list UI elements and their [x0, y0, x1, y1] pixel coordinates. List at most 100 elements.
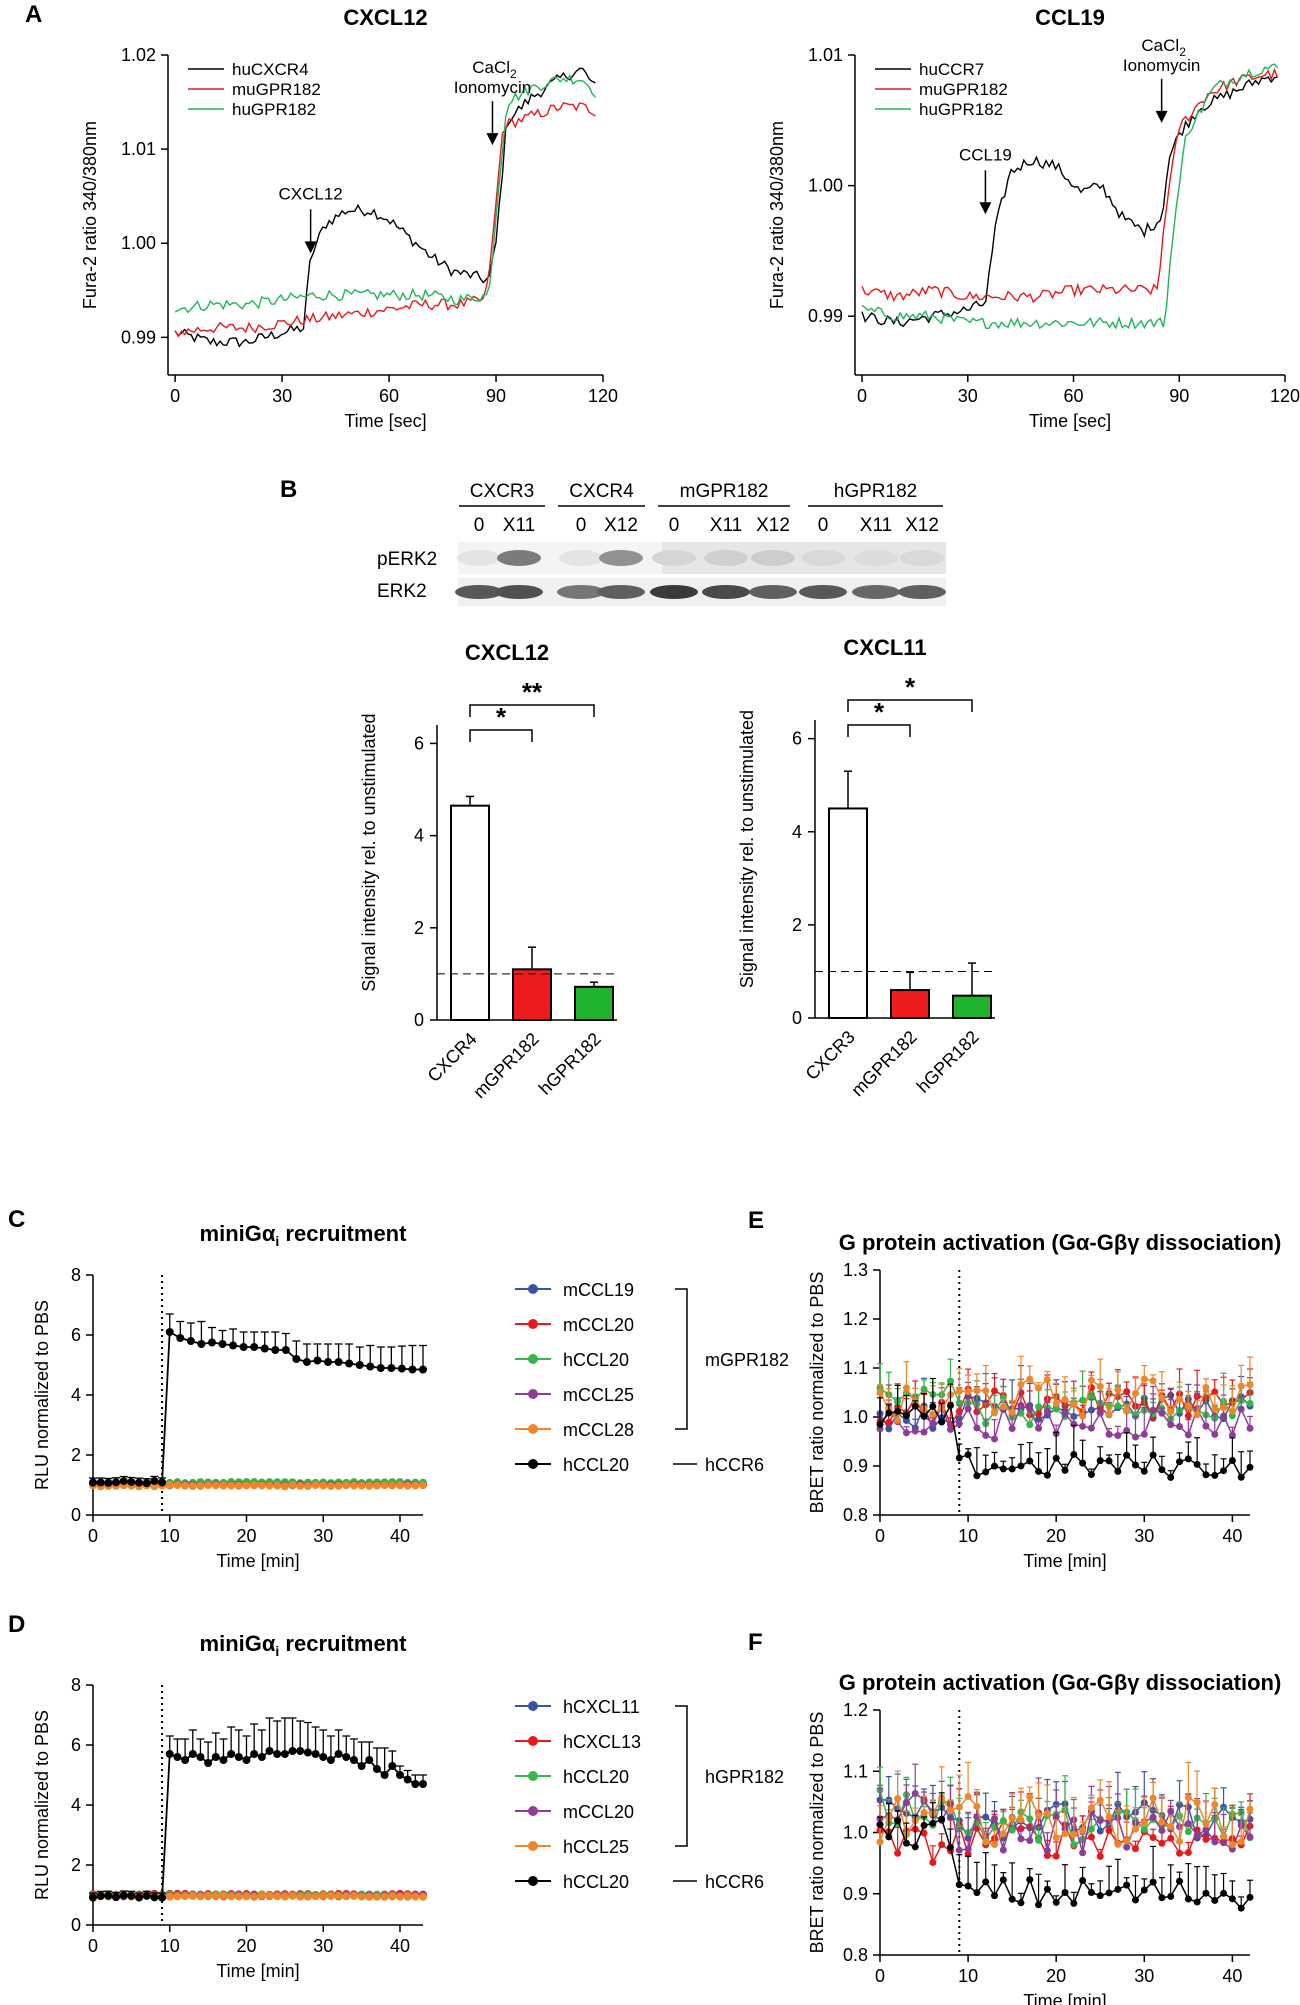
data-point: [955, 1387, 963, 1395]
data-point: [1246, 1805, 1254, 1813]
x-tick-label: 30: [313, 1526, 333, 1546]
y-tick-label: 0: [414, 1010, 424, 1030]
data-point: [1052, 1399, 1060, 1407]
data-point: [419, 1481, 427, 1490]
data-point: [250, 1481, 259, 1490]
x-tick-label: 0: [170, 386, 180, 406]
data-point: [242, 1892, 251, 1901]
data-point: [349, 1891, 358, 1900]
data-point: [1131, 1389, 1139, 1397]
data-point: [1237, 1838, 1245, 1846]
data-point: [991, 1462, 999, 1470]
chart-title: miniGαi recruitment: [200, 1631, 408, 1659]
data-point: [902, 1799, 910, 1807]
data-point: [181, 1892, 190, 1901]
y-tick-label: 1.0: [843, 1823, 868, 1843]
data-point: [973, 1802, 981, 1810]
legend-label: huGPR182: [232, 100, 316, 119]
data-point: [964, 1387, 972, 1395]
data-point: [1123, 1837, 1131, 1845]
y-tick-label: 0: [71, 1505, 81, 1525]
data-point: [929, 1819, 937, 1827]
data-point: [1087, 1376, 1095, 1384]
legend-swatch-dot: [528, 1736, 538, 1746]
data-point: [1220, 1839, 1228, 1847]
data-point: [911, 1427, 919, 1435]
data-point: [1246, 1381, 1254, 1389]
data-point: [127, 1891, 136, 1900]
legend-label: hCCL20: [563, 1350, 629, 1370]
legend-label: mCCL28: [563, 1420, 634, 1440]
data-point: [1017, 1462, 1025, 1470]
data-point: [964, 1451, 972, 1459]
data-point: [176, 1334, 185, 1342]
data-point: [181, 1481, 190, 1490]
data-point: [355, 1361, 364, 1369]
blot-band-ERK: [749, 585, 797, 599]
chart-title: G protein activation (Gα-Gβγ dissociatio…: [839, 1670, 1282, 1695]
data-point: [902, 1384, 910, 1392]
data-point: [1193, 1831, 1201, 1839]
blot-band-pERK: [751, 550, 795, 566]
data-point: [104, 1478, 113, 1487]
legend-group-label: hCCR6: [705, 1455, 764, 1475]
data-point: [242, 1756, 251, 1764]
data-point: [334, 1358, 343, 1366]
legend-swatch-dot: [528, 1424, 538, 1434]
data-point: [1211, 1405, 1219, 1413]
data-point: [173, 1481, 182, 1490]
data-point: [1105, 1827, 1113, 1835]
data-point: [911, 1402, 919, 1410]
data-point: [1070, 1841, 1078, 1849]
data-point: [946, 1425, 954, 1433]
data-point: [999, 1403, 1007, 1411]
data-point: [894, 1407, 902, 1415]
data-point: [303, 1748, 312, 1757]
data-point: [357, 1892, 366, 1901]
data-point: [1237, 1405, 1245, 1413]
data-point: [1176, 1395, 1184, 1403]
blot-lane-label: X12: [756, 515, 790, 536]
data-point: [1035, 1811, 1043, 1819]
significance-label: *: [905, 672, 916, 702]
y-tick-label: 1.01: [121, 139, 156, 159]
y-tick-label: 0.99: [121, 327, 156, 347]
data-point: [319, 1753, 328, 1761]
data-point: [1167, 1892, 1175, 1900]
data-point: [1035, 1901, 1043, 1909]
data-point: [1237, 1382, 1245, 1390]
data-point: [365, 1892, 374, 1901]
data-point: [303, 1892, 312, 1901]
data-point: [1167, 1823, 1175, 1831]
data-point: [1087, 1889, 1095, 1897]
data-point: [1184, 1794, 1192, 1802]
x-tick-label: 20: [1046, 1526, 1066, 1546]
data-point: [288, 1891, 297, 1900]
legend-swatch-dot: [528, 1876, 538, 1886]
data-point: [1228, 1457, 1236, 1465]
x-tick-label: 40: [390, 1526, 410, 1546]
data-point: [219, 1891, 228, 1900]
legend-swatch-dot: [528, 1841, 538, 1851]
data-point: [929, 1419, 937, 1427]
data-point: [991, 1387, 999, 1395]
x-tick-label: mGPR182: [469, 1029, 543, 1103]
data-point: [1087, 1825, 1095, 1833]
chart-A1: CXCL12 0 30 60 90 120 0.99 1.00 1.01 1.02 Time [se…: [80, 5, 618, 431]
data-point: [1237, 1904, 1245, 1912]
bar-mGPR182: [512, 968, 552, 1021]
data-point: [265, 1891, 274, 1900]
panel-label-f: F: [748, 1629, 763, 1656]
title-rest: recruitment: [279, 1631, 407, 1656]
series-line-huCCR7: [861, 76, 1278, 328]
data-point: [1026, 1815, 1034, 1823]
blot-group-label: CXCR4: [569, 481, 634, 502]
data-point: [991, 1815, 999, 1823]
data-point: [946, 1401, 954, 1409]
data-point: [104, 1891, 113, 1900]
legend-label: muGPR182: [232, 80, 321, 99]
data-point: [411, 1481, 420, 1490]
data-point: [89, 1478, 97, 1487]
x-tick-label: 30: [313, 1936, 333, 1956]
legend-swatch-dot: [528, 1389, 538, 1399]
